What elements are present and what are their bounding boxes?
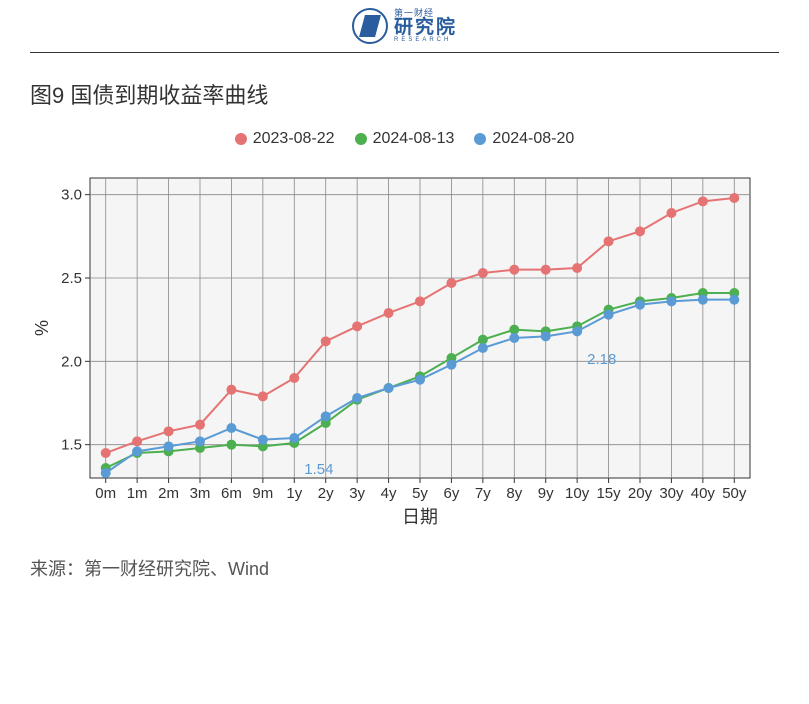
legend-dot [474, 133, 486, 145]
svg-text:5y: 5y [412, 485, 428, 502]
legend-item: 2024-08-13 [355, 130, 455, 148]
svg-text:7y: 7y [475, 485, 491, 502]
svg-text:4y: 4y [381, 485, 397, 502]
logo-text: 第一财经 研究院 RESEARCH [394, 9, 457, 43]
svg-text:15y: 15y [596, 485, 621, 502]
logo-icon [352, 8, 388, 44]
svg-text:%: % [32, 320, 52, 336]
legend-item: 2023-08-22 [235, 130, 335, 148]
svg-text:6y: 6y [444, 485, 460, 502]
svg-text:2.18: 2.18 [587, 351, 616, 368]
svg-text:0m: 0m [95, 485, 116, 502]
svg-text:1.54: 1.54 [304, 461, 333, 478]
legend-label: 2024-08-20 [492, 130, 574, 148]
svg-text:1.5: 1.5 [61, 437, 82, 454]
svg-text:日期: 日期 [402, 507, 438, 527]
svg-text:1m: 1m [127, 485, 148, 502]
svg-text:30y: 30y [659, 485, 684, 502]
svg-text:3y: 3y [349, 485, 365, 502]
header: 第一财经 研究院 RESEARCH [30, 0, 779, 53]
logo-big: 研究院 [394, 18, 457, 37]
svg-text:1y: 1y [286, 485, 302, 502]
svg-text:2y: 2y [318, 485, 334, 502]
chart-container: 1.5 2.0 2.5 3.0 0m 1m 2m 3m 6m 9m 1y 2y 3y 4y 5y 6y 7y 8y… [30, 168, 779, 543]
svg-text:3.0: 3.0 [61, 187, 82, 204]
legend-dot [355, 133, 367, 145]
legend-label: 2024-08-13 [373, 130, 455, 148]
svg-text:20y: 20y [628, 485, 653, 502]
svg-text:40y: 40y [691, 485, 716, 502]
logo-sub: RESEARCH [394, 37, 457, 43]
svg-text:10y: 10y [565, 485, 590, 502]
chart-source: 来源：第一财经研究院、Wind [30, 555, 779, 581]
svg-text:50y: 50y [722, 485, 747, 502]
legend-item: 2024-08-20 [474, 130, 574, 148]
legend-label: 2023-08-22 [253, 130, 335, 148]
svg-text:9y: 9y [538, 485, 554, 502]
svg-text:6m: 6m [221, 485, 242, 502]
legend-dot [235, 133, 247, 145]
svg-text:2.5: 2.5 [61, 270, 82, 287]
chart-title: 图9 国债到期收益率曲线 [30, 78, 779, 110]
legend: 2023-08-22 2024-08-13 2024-08-20 [0, 130, 809, 148]
svg-text:2m: 2m [158, 485, 179, 502]
svg-text:2.0: 2.0 [61, 353, 82, 370]
svg-text:9m: 9m [252, 485, 273, 502]
chart-svg: 1.5 2.0 2.5 3.0 0m 1m 2m 3m 6m 9m 1y 2y 3y 4y 5y 6y 7y 8y… [30, 168, 770, 538]
logo: 第一财经 研究院 RESEARCH [352, 8, 457, 44]
svg-text:3m: 3m [190, 485, 211, 502]
svg-text:8y: 8y [506, 485, 522, 502]
